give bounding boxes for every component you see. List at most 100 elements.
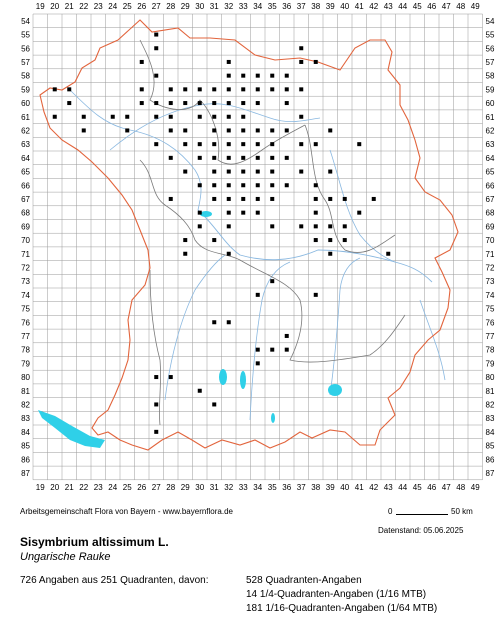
record-marker [299,142,304,147]
y-tick-label: 70 [486,236,495,245]
map-canvas: 19 20 21 22 23 24 25 26 27 28 29 30 31 32 33 34 35 36 37 38… [21,2,495,492]
river-west [69,89,202,211]
record-marker [342,196,347,201]
rivers [69,89,446,421]
record-marker [226,59,231,64]
x-tick-label: 33 [239,483,248,492]
record-marker [226,183,231,188]
record-marker [342,238,347,243]
record-marker [270,142,275,147]
species-name: Sisymbrium altissimum L. [20,535,169,549]
y-tick-label: 81 [21,387,30,396]
x-tick-label: 42 [369,483,378,492]
x-tick-label: 44 [398,2,407,11]
record-marker [168,375,173,380]
record-marker [241,142,246,147]
record-marker [212,101,217,106]
count-sixteenth: 181 1/16-Quadranten-Angaben (1/64 MTB) [246,603,438,614]
record-marker [241,196,246,201]
lake-starnberger [240,371,246,389]
y-tick-label: 72 [21,263,30,272]
y-tick-label: 78 [21,346,30,355]
x-tick-label: 37 [297,483,306,492]
record-marker [255,169,260,174]
record-marker [270,279,275,284]
x-tick-label: 21 [65,2,74,11]
record-marker [313,196,318,201]
record-marker [197,210,202,215]
record-marker [197,183,202,188]
district-border-north [139,39,306,165]
record-marker [183,251,188,256]
y-tick-label: 85 [486,442,495,451]
record-marker [284,183,289,188]
record-marker [154,429,159,434]
record-marker [270,155,275,160]
count-quarter: 14 1/4-Quadranten-Angaben (1/16 MTB) [246,589,427,600]
y-tick-label: 75 [486,305,495,314]
x-tick-label: 27 [152,483,161,492]
river-south-3 [329,257,361,396]
record-marker [226,73,231,78]
y-tick-label: 66 [21,181,30,190]
y-tick-label: 87 [486,469,495,478]
record-marker [197,224,202,229]
x-tick-label: 39 [326,2,335,11]
record-marker [313,59,318,64]
x-axis-top: 19 20 21 22 23 24 25 26 27 28 29 30 31 32 33 34 35 36 37 38… [36,2,480,11]
y-tick-label: 74 [21,291,30,300]
y-tick-label: 64 [486,154,495,163]
record-marker [226,251,231,256]
record-marker [212,196,217,201]
x-tick-label: 49 [471,2,480,11]
record-marker [255,87,260,92]
y-tick-label: 73 [21,277,30,286]
x-tick-label: 47 [442,2,451,11]
record-marker [226,128,231,133]
lake-chiemsee [328,384,342,396]
record-marker [299,224,304,229]
record-marker [357,210,362,215]
record-marker [110,114,115,119]
y-tick-label: 84 [486,428,495,437]
record-marker [299,46,304,51]
record-marker [81,128,86,133]
y-tick-label: 81 [486,387,495,396]
y-tick-label: 55 [486,31,495,40]
lake-bodensee [38,410,105,448]
y-tick-label: 77 [486,332,495,341]
record-marker [226,320,231,325]
lake-altmuehlsee [200,211,212,217]
record-marker [270,73,275,78]
x-tick-label: 27 [152,2,161,11]
record-marker [342,224,347,229]
record-marker [328,251,333,256]
river-southeast [419,299,446,381]
district-border-south [149,269,161,426]
record-marker [284,73,289,78]
record-marker [357,142,362,147]
x-tick-label: 48 [456,483,465,492]
count-quadrant: 528 Quadranten-Angaben [246,575,362,586]
record-marker [183,87,188,92]
record-marker [255,347,260,352]
river-east [329,149,396,263]
bavaria-outline [39,19,459,451]
y-tick-label: 69 [21,222,30,231]
x-tick-label: 24 [108,2,117,11]
record-marker [212,238,217,243]
y-tick-label: 59 [21,85,30,94]
lakes [38,211,342,448]
record-marker [255,292,260,297]
x-tick-label: 35 [268,483,277,492]
x-tick-label: 45 [413,483,422,492]
record-marker [226,196,231,201]
y-tick-label: 56 [486,44,495,53]
y-tick-label: 68 [21,209,30,218]
x-tick-label: 43 [384,2,393,11]
record-marker [168,128,173,133]
y-tick-label: 63 [21,140,30,149]
record-marker [284,155,289,160]
x-tick-label: 45 [413,2,422,11]
record-marker [241,169,246,174]
